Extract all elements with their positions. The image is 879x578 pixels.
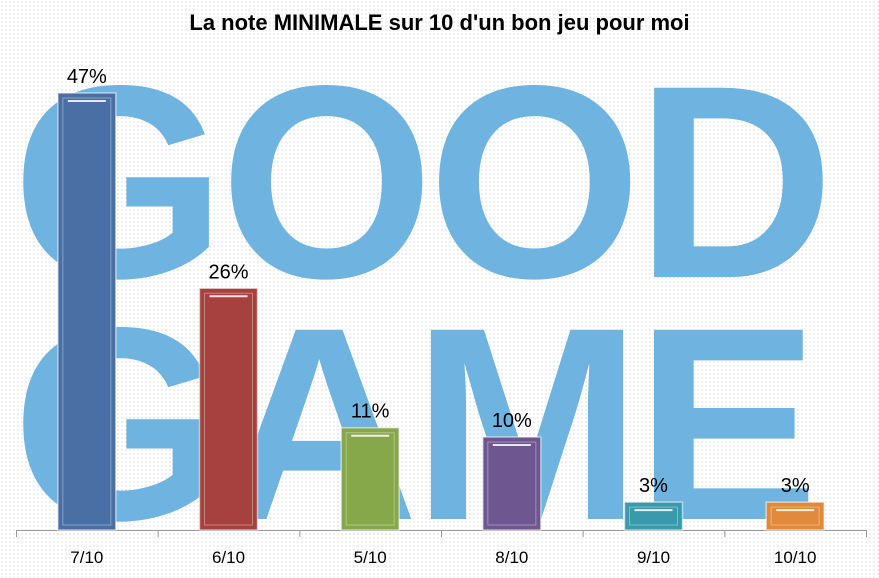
bar-bevel-7/10 [62,97,112,526]
bar-9/10 [623,501,684,531]
x-tick-label-8/10: 8/10 [495,548,528,567]
bar-bevel-8/10 [487,441,537,526]
bar-bevel-9/10 [629,506,678,526]
bar-bevel-6/10 [204,292,253,526]
x-tick-label-6/10: 6/10 [212,548,245,567]
x-tick-label-7/10: 7/10 [70,548,103,567]
x-tick-label-9/10: 9/10 [637,548,670,567]
data-label-9/10: 3% [639,475,668,497]
data-label-7/10: 47% [67,66,107,88]
data-label-6/10: 26% [208,261,248,283]
bar-6/10 [198,287,259,531]
chart-title: La note MINIMALE sur 10 d'un bon jeu pou… [189,10,690,35]
bar-7/10 [57,92,117,531]
data-label-8/10: 10% [492,410,532,432]
data-label-10/10: 3% [781,475,810,497]
x-tick-label-5/10: 5/10 [354,548,387,567]
bar-bevel-10/10 [770,506,820,526]
data-label-5/10: 11% [351,401,390,423]
x-tick-label-10/10: 10/10 [774,548,817,567]
bar-10/10 [765,501,825,531]
watermark-good: GOOD [12,29,834,336]
watermark-game: GAME [12,271,819,578]
bar-8/10 [482,436,542,531]
bar-5/10 [340,426,400,531]
bar-bevel-5/10 [345,432,395,526]
